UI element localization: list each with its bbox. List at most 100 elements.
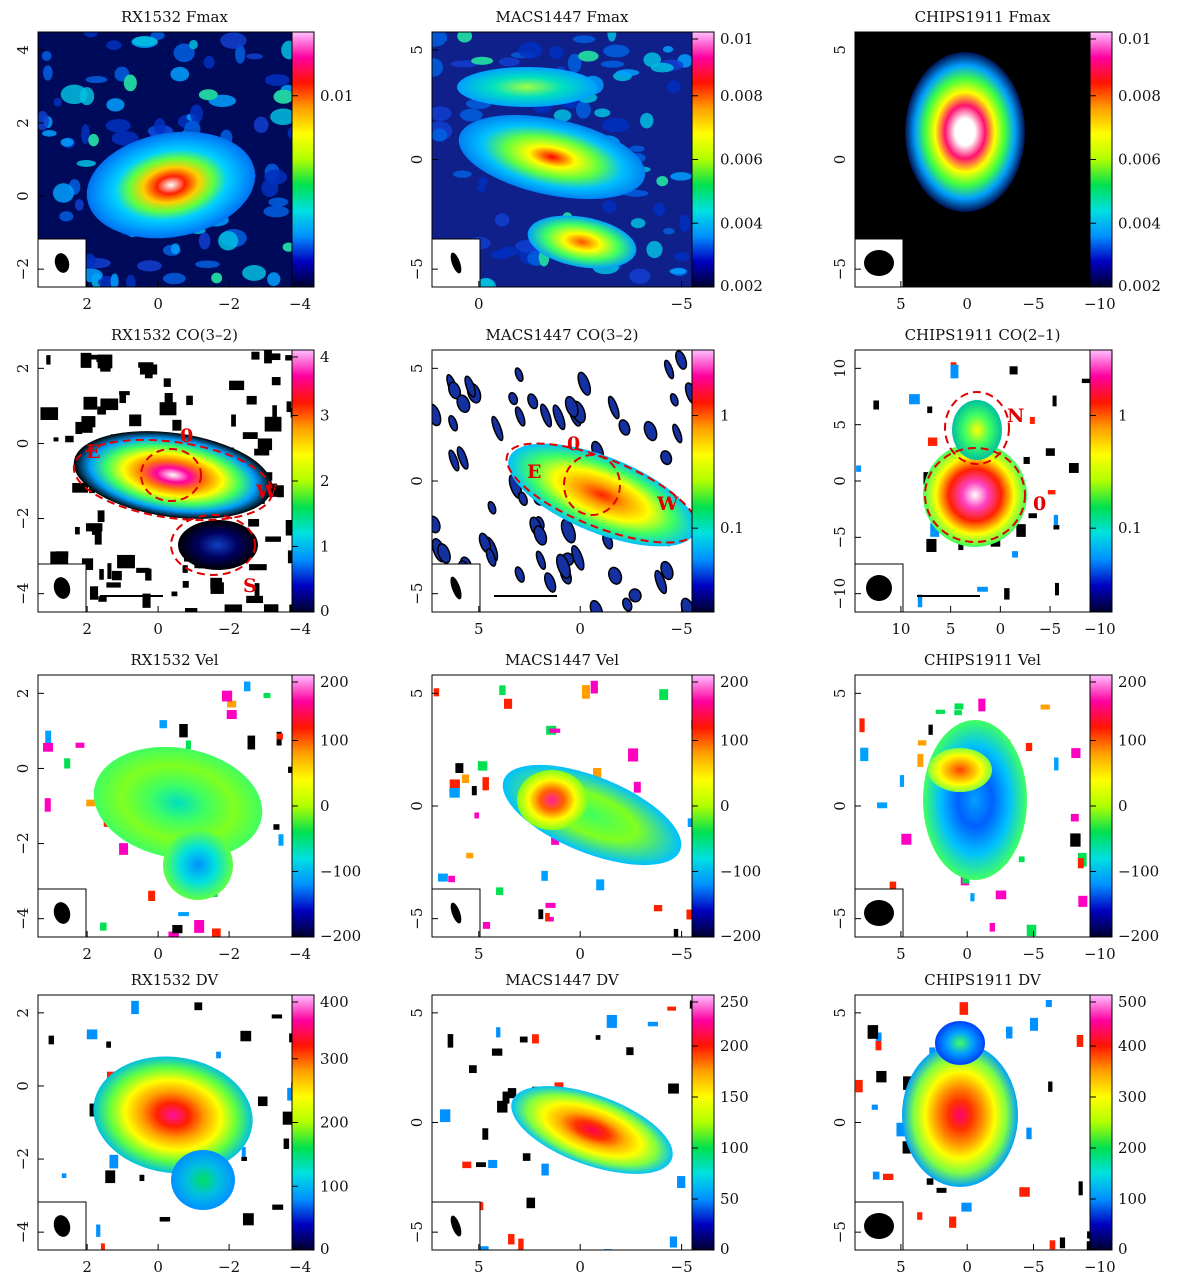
noise-pixel [240, 1030, 252, 1042]
noise-pixel [909, 394, 920, 405]
x-tick-label: −5 [671, 945, 693, 963]
colorbar [1089, 994, 1113, 1251]
emission-blob [171, 1150, 235, 1210]
noise-pixel [254, 583, 260, 597]
noise-pixel [99, 569, 104, 580]
noise-pixel [81, 416, 96, 428]
noise-pixel [272, 405, 277, 419]
colorbar-tick-label: −200 [1118, 927, 1159, 945]
y-tick-label: 2 [14, 689, 32, 699]
noise-pixel [44, 798, 51, 812]
noise-pixel [592, 767, 602, 779]
noise-pixel [954, 710, 962, 716]
noise-pixel [246, 395, 257, 405]
noise-pixel [216, 1051, 221, 1059]
noise-pixel [496, 887, 504, 896]
noise-pixel [1053, 514, 1059, 526]
noise-pixel [497, 1100, 508, 1113]
noise-speck [453, 170, 472, 178]
x-tick-label: −2 [218, 945, 240, 963]
noise-pixel [449, 779, 460, 788]
noise-pixel [690, 719, 692, 729]
emission-blob [457, 67, 597, 107]
noise-pixel [111, 570, 122, 581]
noise-speck [669, 268, 687, 275]
emission-blob [86, 131, 256, 239]
noise-speck [577, 371, 592, 396]
noise-pixel [98, 596, 107, 602]
noise-pixel [1029, 1017, 1039, 1031]
noise-speck [123, 74, 137, 92]
noise-pixel [647, 1021, 658, 1027]
noise-pixel [1028, 513, 1037, 519]
noise-pixel [139, 364, 158, 375]
colorbar-tick-label: −100 [1118, 863, 1159, 881]
noise-speck [432, 515, 441, 534]
noise-pixel [518, 1238, 524, 1250]
x-tick-label: −4 [289, 295, 311, 313]
emission-blob [952, 400, 1002, 460]
y-tick-label: 0 [14, 1081, 32, 1091]
region-label-e: E [86, 441, 100, 463]
noise-pixel [474, 812, 480, 819]
y-tick-label: 2 [14, 364, 32, 374]
x-tick-label: 5 [474, 945, 484, 963]
y-tick-label: −5 [408, 908, 426, 930]
noise-pixel [950, 364, 959, 379]
x-tick-label: −2 [218, 1258, 240, 1276]
noise-speck [456, 446, 469, 470]
emission-blob [905, 52, 1025, 212]
noise-pixel [917, 1212, 923, 1220]
noise-pixel [856, 465, 862, 472]
noise-pixel [119, 392, 127, 404]
noise-speck [485, 548, 497, 567]
region-outline [944, 391, 1010, 465]
y-tick-label: 0 [14, 191, 32, 201]
noise-pixel [970, 893, 975, 902]
colorbar-tick-label: −200 [720, 927, 761, 945]
noise-pixel [100, 922, 107, 931]
noise-pixel [606, 1014, 617, 1028]
noise-pixel [873, 400, 880, 410]
noise-speck [517, 491, 528, 507]
noise-pixel [271, 1014, 283, 1019]
noise-speck [126, 274, 136, 287]
noise-speck [267, 272, 281, 287]
noise-speck [589, 599, 604, 612]
noise-pixel [107, 563, 112, 579]
region-outline [563, 454, 621, 516]
noise-speck [162, 272, 186, 285]
noise-pixel [1048, 1081, 1053, 1092]
noise-pixel [273, 824, 280, 830]
noise-pixel [551, 836, 560, 845]
noise-speck [459, 108, 483, 122]
noise-pixel [687, 818, 692, 827]
noise-pixel [549, 728, 561, 733]
noise-pixel [163, 378, 171, 387]
noise-pixel [526, 1197, 536, 1209]
noise-speck [654, 569, 668, 595]
noise-pixel [476, 1162, 486, 1168]
x-tick-label: 0 [153, 295, 163, 313]
noise-pixel [926, 1178, 934, 1185]
y-tick-label: 0 [14, 439, 32, 449]
colorbar-tick-label: 0.002 [1118, 277, 1161, 295]
noise-pixel [1023, 456, 1030, 464]
noise-speck [218, 231, 239, 251]
noise-speck [679, 214, 690, 232]
map-content [432, 32, 692, 287]
noise-speck [85, 76, 108, 84]
noise-pixel [626, 1047, 634, 1056]
noise-pixel [545, 913, 550, 922]
noise-speck [170, 243, 180, 255]
noise-speck [494, 213, 510, 227]
noise-pixel [503, 698, 513, 709]
colorbar-tick-label: 0.006 [1118, 151, 1161, 169]
noise-pixel [80, 352, 92, 368]
noise-pixel [989, 922, 995, 932]
noise-pixel [224, 604, 243, 612]
x-tick-label: 5 [474, 620, 484, 638]
